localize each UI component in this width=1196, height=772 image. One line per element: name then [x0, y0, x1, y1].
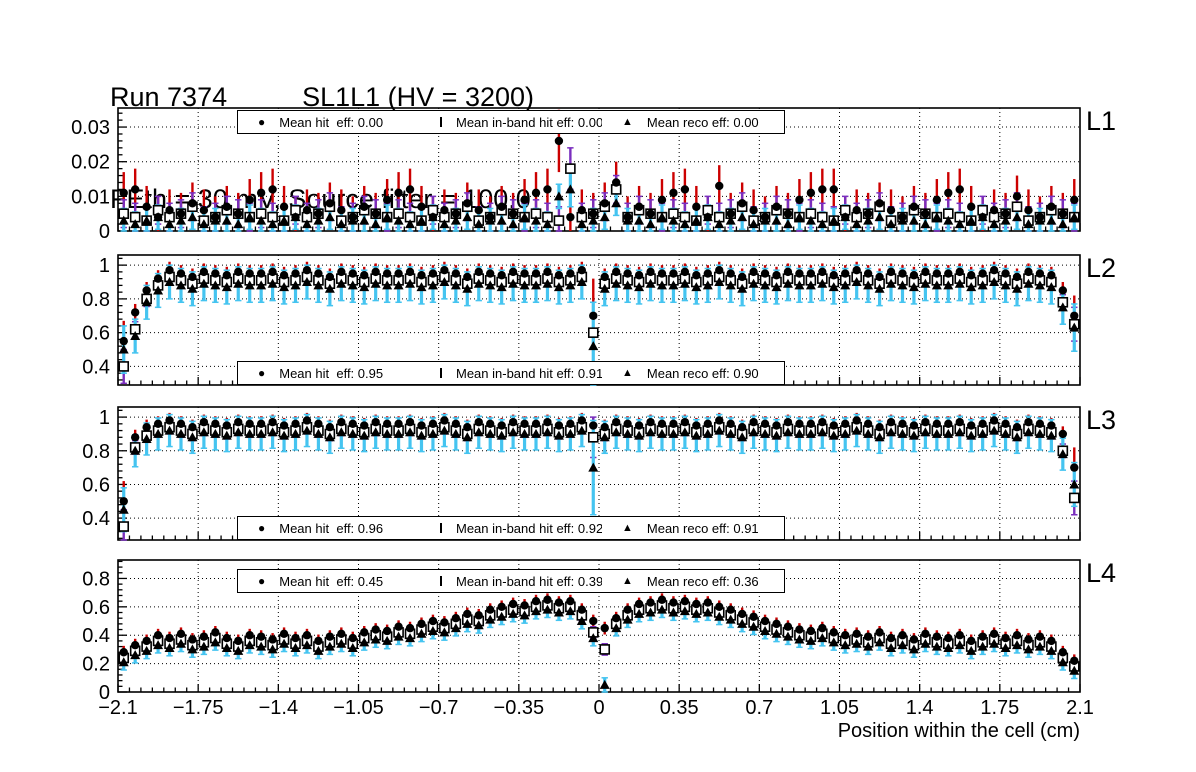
- legend-marker-circle-icon: ●: [258, 574, 266, 588]
- svg-text:0.02: 0.02: [71, 152, 110, 174]
- panel-L1-markers: [118, 136, 1080, 229]
- svg-text:2.1: 2.1: [1066, 697, 1094, 719]
- panel-L4-markers: [118, 595, 1080, 689]
- svg-text:0.8: 0.8: [82, 441, 110, 463]
- svg-text:−1.05: −1.05: [333, 697, 384, 719]
- legend-entry-inband: Mean in-band hit eff: 0.91: [420, 366, 602, 381]
- legend-label-inband: Mean in-band hit eff: 0.39: [456, 573, 602, 589]
- svg-text:0.7: 0.7: [745, 697, 773, 719]
- svg-text:1.75: 1.75: [980, 697, 1019, 719]
- panel-L1-plot: 0 0.01 0.02 0.03: [71, 107, 1081, 243]
- legend-label-reco: Mean reco eff: 0.90: [646, 365, 759, 381]
- svg-text:0.8: 0.8: [82, 289, 110, 311]
- legend-L3: ● Mean hit eff: 0.96 Mean in-band hit ef…: [237, 516, 785, 540]
- svg-text:0: 0: [593, 697, 604, 719]
- svg-text:0.2: 0.2: [82, 654, 110, 676]
- legend-entry-reco: ▲ Mean reco eff: 0.00: [602, 115, 784, 130]
- panel-label-L4: L4: [1086, 558, 1117, 588]
- svg-text:0: 0: [99, 682, 110, 704]
- legend-entry-hit: ● Mean hit eff: 0.45: [238, 574, 420, 589]
- title-line-1: Run 7374 SL1L1 (HV = 3200): [110, 82, 535, 112]
- legend-label-reco: Mean reco eff: 0.00: [646, 114, 759, 130]
- svg-text:0.35: 0.35: [660, 697, 699, 719]
- legend-marker-triangle-icon: ▲: [622, 115, 633, 128]
- legend-marker-triangle-icon: ▲: [622, 574, 633, 587]
- legend-marker-triangle-icon: ▲: [622, 521, 633, 534]
- svg-text:1: 1: [99, 407, 110, 429]
- legend-entry-reco: ▲ Mean reco eff: 0.36: [602, 574, 784, 589]
- svg-text:0.03: 0.03: [71, 117, 110, 139]
- legend-entry-inband: Mean in-band hit eff: 0.39: [420, 574, 602, 589]
- legend-label-inband: Mean in-band hit eff: 0.92: [456, 520, 602, 536]
- svg-text:0.4: 0.4: [82, 625, 110, 647]
- svg-text:0.6: 0.6: [82, 323, 110, 345]
- legend-label-hit: Mean hit eff: 0.45: [279, 573, 384, 589]
- svg-text:−0.7: −0.7: [419, 697, 458, 719]
- panel-label-L2: L2: [1086, 253, 1117, 283]
- svg-text:−2.1: −2.1: [98, 697, 137, 719]
- panel-label-L3: L3: [1086, 405, 1117, 435]
- panel-label-L1: L1: [1086, 106, 1117, 136]
- legend-marker-square-icon: [440, 576, 442, 586]
- legend-label-inband: Mean in-band hit eff: 0.91: [456, 365, 602, 381]
- svg-text:−0.35: −0.35: [494, 697, 545, 719]
- svg-text:0.8: 0.8: [82, 568, 110, 590]
- panel-L3-markers: [118, 416, 1080, 532]
- legend-entry-inband: Mean in-band hit eff: 0.92: [420, 521, 602, 536]
- legend-entry-hit: ● Mean hit eff: 0.95: [238, 366, 420, 381]
- legend-marker-circle-icon: ●: [258, 366, 266, 380]
- legend-L1: ● Mean hit eff: 0.00 Mean in-band hit ef…: [237, 110, 785, 134]
- svg-text:−1.4: −1.4: [259, 697, 298, 719]
- panel-L2-plot: 0.4 0.6 0.8 1: [82, 254, 1081, 386]
- x-axis-title: Position within the cell (cm): [837, 720, 1080, 742]
- legend-marker-square-icon: [440, 117, 442, 127]
- legend-entry-hit: ● Mean hit eff: 0.00: [238, 115, 420, 130]
- legend-marker-triangle-icon: ▲: [622, 366, 633, 379]
- legend-marker-square-icon: [440, 523, 442, 533]
- svg-text:0.6: 0.6: [82, 474, 110, 496]
- svg-text:1: 1: [99, 255, 110, 277]
- svg-text:0: 0: [99, 221, 110, 243]
- legend-label-hit: Mean hit eff: 0.95: [279, 365, 384, 381]
- legend-label-hit: Mean hit eff: 0.96: [279, 520, 384, 536]
- legend-label-hit: Mean hit eff: 0.00: [279, 114, 384, 130]
- legend-label-inband: Mean in-band hit eff: 0.00: [456, 114, 602, 130]
- svg-text:−1.75: −1.75: [173, 697, 224, 719]
- panel-L2-markers: [118, 265, 1080, 372]
- svg-text:0.4: 0.4: [82, 508, 110, 530]
- svg-text:1.05: 1.05: [820, 697, 859, 719]
- legend-L4: ● Mean hit eff: 0.45 Mean in-band hit ef…: [237, 569, 785, 593]
- legend-entry-inband: Mean in-band hit eff: 0.00: [420, 115, 602, 130]
- panel-L3-plot: 0.4 0.6 0.8 1: [82, 406, 1081, 541]
- legend-marker-circle-icon: ●: [258, 521, 266, 535]
- legend-entry-reco: ▲ Mean reco eff: 0.91: [602, 521, 784, 536]
- legend-entry-hit: ● Mean hit eff: 0.96: [238, 521, 420, 536]
- legend-label-reco: Mean reco eff: 0.91: [646, 520, 759, 536]
- legend-marker-square-icon: [440, 368, 442, 378]
- svg-text:0.4: 0.4: [82, 356, 110, 378]
- legend-entry-reco: ▲ Mean reco eff: 0.90: [602, 366, 784, 381]
- svg-text:0.6: 0.6: [82, 597, 110, 619]
- legend-label-reco: Mean reco eff: 0.36: [646, 573, 759, 589]
- legend-marker-circle-icon: ●: [258, 115, 266, 129]
- svg-text:0.01: 0.01: [71, 186, 110, 208]
- legend-L2: ● Mean hit eff: 0.95 Mean in-band hit ef…: [237, 361, 785, 385]
- svg-text:1.4: 1.4: [906, 697, 934, 719]
